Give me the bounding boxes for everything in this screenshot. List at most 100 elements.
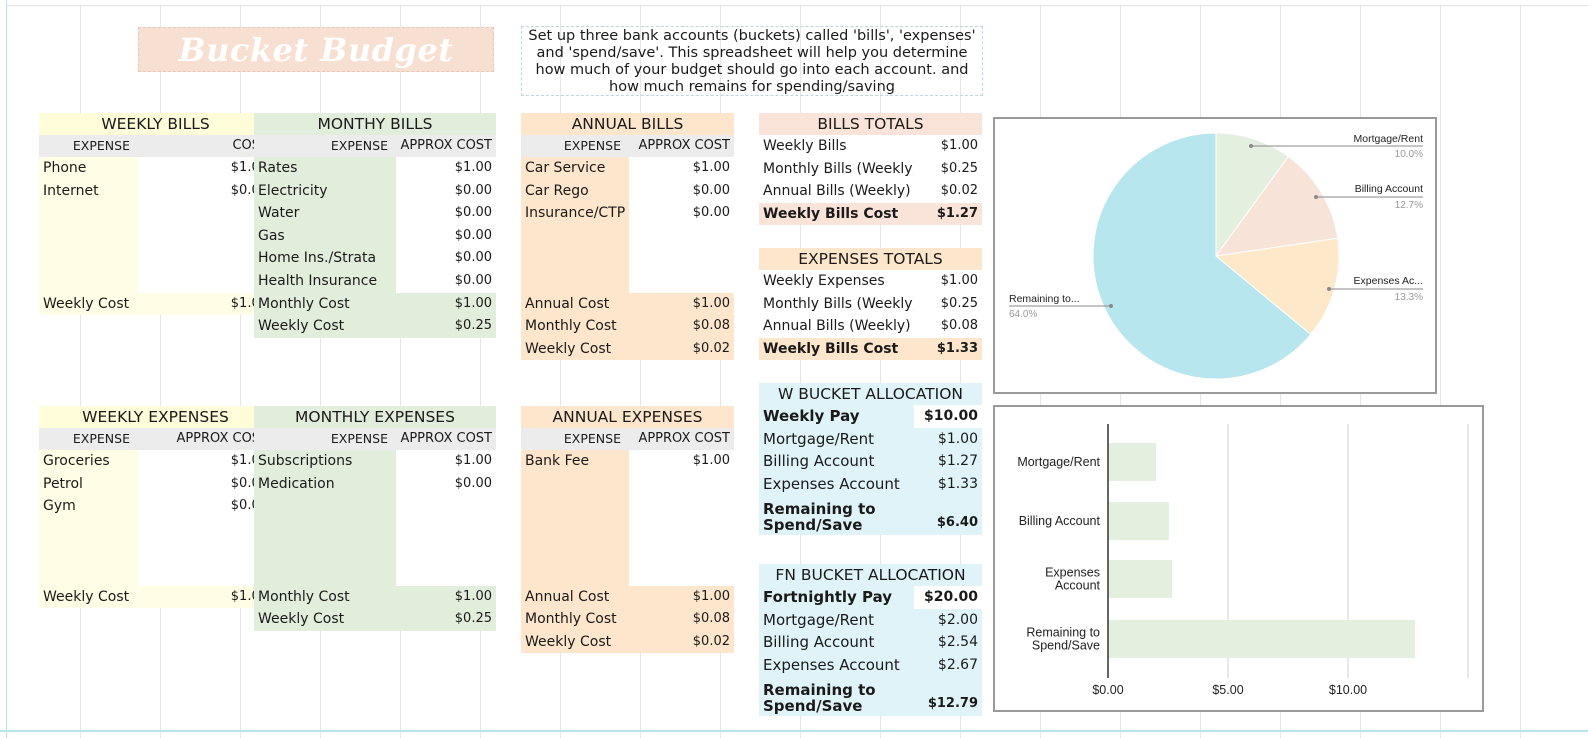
total-label[interactable]: Weekly Cost (258, 318, 345, 335)
expense-cost-cell[interactable] (138, 202, 272, 225)
expense-name-cell[interactable]: Internet (39, 179, 138, 203)
expense-name-cell[interactable] (254, 562, 396, 586)
expense-cost-cell[interactable]: $0.00 (138, 179, 272, 203)
total-value[interactable]: $0.08 (692, 611, 730, 627)
expense-cost-cell[interactable]: $1.00 (138, 450, 272, 473)
expense-cost-cell[interactable] (629, 517, 734, 541)
expense-name-cell[interactable] (39, 517, 138, 541)
row-label[interactable]: Expenses Account (763, 474, 900, 493)
expense-name-cell[interactable]: Car Service (521, 157, 629, 180)
bar-chart[interactable]: $0.00 $5.00 $10.00 Mortgage/Rent Billing Acc… (993, 405, 1484, 712)
expense-name-cell[interactable]: Phone (39, 157, 138, 180)
expense-cost-cell[interactable] (629, 495, 734, 518)
column-expense[interactable]: EXPENSE (563, 138, 621, 153)
total-value[interactable]: $0.25 (454, 611, 492, 627)
row-value[interactable]: $1.00 (937, 430, 978, 447)
expense-name-cell[interactable] (521, 247, 629, 270)
expense-cost-cell[interactable]: $0.00 (396, 202, 496, 225)
total-label[interactable]: Weekly Cost (43, 588, 130, 605)
expense-name-cell[interactable] (254, 540, 396, 563)
expense-cost-cell[interactable]: $0.00 (396, 247, 496, 270)
expense-name-cell[interactable]: Water (254, 202, 396, 225)
pie-slice-billing[interactable] (1214, 155, 1339, 257)
expense-cost-cell[interactable]: $0.00 (629, 179, 734, 203)
total-value[interactable]: $1.33 (936, 340, 978, 356)
expense-cost-cell[interactable] (138, 562, 272, 586)
expense-name-cell[interactable] (39, 247, 138, 270)
total-value[interactable]: $1.00 (692, 295, 730, 311)
expense-name-cell[interactable]: Home Ins./Strata (254, 247, 396, 270)
expense-name-cell[interactable]: Groceries (39, 450, 138, 473)
total-label[interactable]: Weekly Cost (43, 295, 130, 312)
remaining-value[interactable]: $12.79 (927, 696, 978, 712)
expense-cost-cell[interactable]: $0.00 (396, 472, 496, 496)
row-value[interactable]: $20.00 (914, 586, 982, 609)
expense-cost-cell[interactable] (138, 247, 272, 270)
expense-cost-cell[interactable] (138, 269, 272, 293)
expense-cost-cell[interactable] (629, 540, 734, 563)
row-label[interactable]: Monthly Bills (Weekly) (759, 292, 914, 316)
row-label[interactable]: Billing Account (763, 452, 875, 471)
expense-name-cell[interactable] (39, 562, 138, 586)
total-value[interactable]: $1.27 (936, 205, 978, 221)
expense-name-cell[interactable]: Gym (39, 495, 138, 518)
expense-name-cell[interactable]: Car Rego (521, 179, 629, 203)
expense-name-cell[interactable] (39, 540, 138, 563)
expense-cost-cell[interactable]: $0.00 (138, 495, 272, 518)
pie-slice-mortgage[interactable] (1215, 132, 1289, 258)
row-value[interactable]: $1.00 (914, 270, 982, 293)
expense-name-cell[interactable] (521, 562, 629, 586)
expense-name-cell[interactable]: Gas (254, 224, 396, 248)
row-label[interactable]: Weekly Bills (759, 135, 914, 158)
column-expense[interactable]: EXPENSE (330, 138, 388, 153)
expense-cost-cell[interactable] (629, 247, 734, 270)
expense-name-cell[interactable]: Electricity (254, 179, 396, 203)
expense-cost-cell[interactable] (396, 540, 496, 563)
expense-cost-cell[interactable]: $1.00 (629, 450, 734, 473)
expense-name-cell[interactable]: Bank Fee (521, 450, 629, 473)
expense-cost-cell[interactable]: $0.00 (396, 269, 496, 293)
expense-name-cell[interactable] (521, 472, 629, 496)
expense-cost-cell[interactable] (138, 224, 272, 248)
column-expense[interactable]: EXPENSE (72, 138, 130, 153)
expense-cost-cell[interactable]: $1.00 (138, 157, 272, 180)
row-value[interactable]: $2.00 (937, 611, 978, 628)
row-label[interactable]: Annual Bills (Weekly) (759, 180, 914, 203)
expense-name-cell[interactable] (521, 540, 629, 563)
total-label[interactable]: Monthly Cost (258, 295, 350, 312)
total-value[interactable]: $0.08 (692, 318, 730, 334)
expense-name-cell[interactable] (521, 517, 629, 541)
column-cost[interactable]: APPROX COST (638, 431, 730, 446)
row-label[interactable]: Mortgage/Rent (763, 429, 875, 448)
column-cost[interactable]: APPROX COST (400, 431, 492, 446)
total-value[interactable]: $0.02 (692, 340, 730, 356)
expense-name-cell[interactable] (39, 269, 138, 293)
expense-name-cell[interactable]: Insurance/CTP (521, 202, 629, 225)
expense-name-cell[interactable] (39, 202, 138, 225)
column-cost[interactable]: APPROX COST (176, 431, 268, 446)
total-label[interactable]: Weekly Cost (525, 633, 612, 650)
expense-name-cell[interactable] (521, 224, 629, 248)
column-expense[interactable]: EXPENSE (563, 431, 621, 446)
row-label[interactable]: Weekly Expenses (759, 270, 914, 293)
expense-name-cell[interactable] (254, 495, 396, 518)
expense-name-cell[interactable] (521, 269, 629, 293)
expense-cost-cell[interactable] (629, 269, 734, 293)
expense-name-cell[interactable]: Petrol (39, 472, 138, 496)
total-label[interactable]: Monthly Cost (525, 318, 617, 335)
expense-cost-cell[interactable] (629, 224, 734, 248)
total-value[interactable]: $1.00 (454, 588, 492, 604)
total-label[interactable]: Weekly Cost (258, 611, 345, 628)
row-value[interactable]: $0.08 (914, 315, 982, 338)
expense-name-cell[interactable] (39, 224, 138, 248)
expense-cost-cell[interactable]: $0.00 (629, 202, 734, 225)
row-value[interactable]: $0.02 (914, 180, 982, 203)
total-label[interactable]: Weekly Cost (525, 340, 612, 357)
expense-cost-cell[interactable] (396, 517, 496, 541)
row-label[interactable]: Annual Bills (Weekly) (759, 315, 914, 338)
row-value[interactable]: $0.25 (914, 292, 982, 316)
column-cost[interactable]: APPROX COST (638, 138, 730, 153)
pie-chart[interactable]: Mortgage/Rent 10.0% Billing Account 12.7% Ex… (993, 117, 1437, 394)
expense-cost-cell[interactable] (396, 562, 496, 586)
row-label[interactable]: Weekly Pay (763, 407, 860, 425)
